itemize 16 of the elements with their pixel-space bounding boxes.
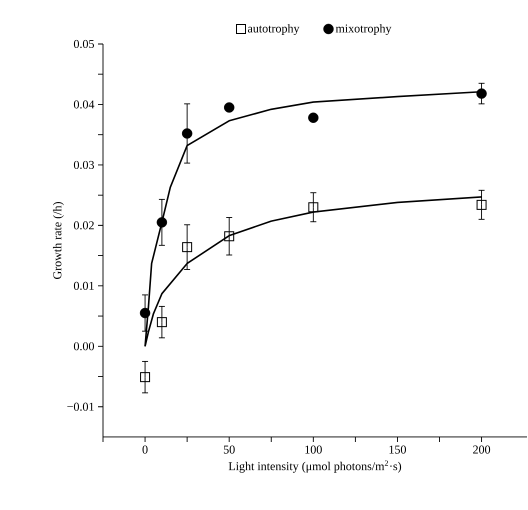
y-tick-label: 0.03 [74,160,94,169]
x-tick-label: 200 [473,446,490,454]
x-axis-title: Light intensity (μmol photons/m$^{2}$·s) [228,460,402,473]
x-tick-label: 100 [305,446,322,454]
y-tick-label: 0.02 [74,221,94,230]
legend-label: mixotrophy [336,24,392,35]
y-tick-label: −0.01 [67,402,94,411]
y-axis-title: Growth rate (/h) [52,202,64,279]
x-tick-label: 50 [224,446,235,454]
y-tick-label: 0.05 [74,40,94,48]
y-tick-label: 0.00 [74,342,94,350]
x-tick-label: 0 [142,446,148,454]
legend-label: autotrophy [248,24,300,35]
y-tick-label: 0.04 [74,100,94,109]
y-tick-label: 0.01 [74,282,94,290]
x-tick-label: 150 [389,446,406,454]
